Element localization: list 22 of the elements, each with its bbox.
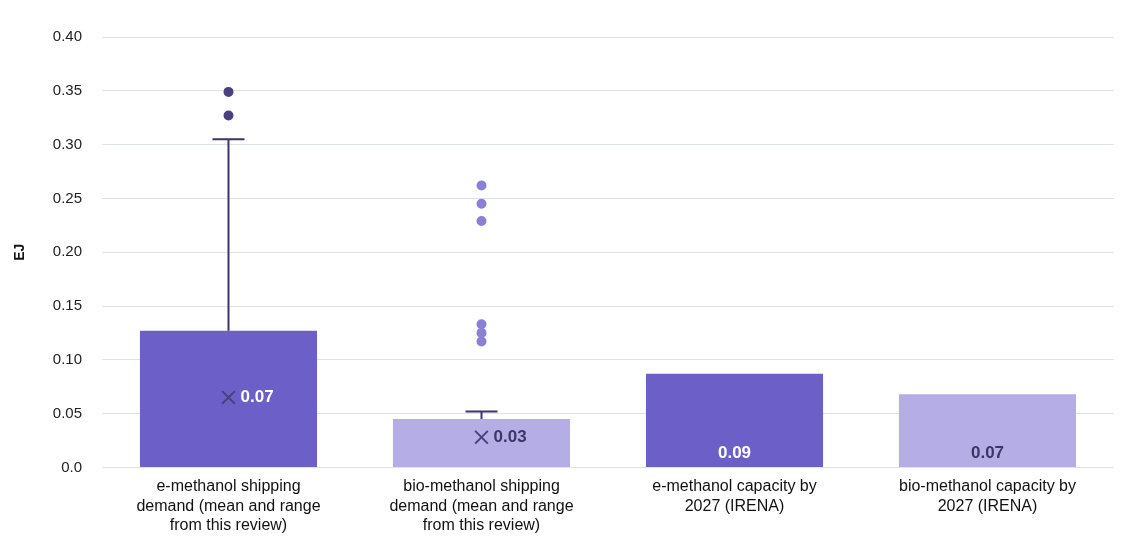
data-label: 0.07 [240,387,274,407]
y-tick-label: 0.15 [52,296,82,314]
bar [645,373,824,467]
data-label: 0.09 [717,442,752,462]
y-tick-label: 0.30 [52,134,82,152]
y-tick-label: 0.40 [52,27,82,45]
x-tick-label: bio-methanol capacity by 2027 (IRENA) [899,477,1076,514]
bar [898,394,1077,467]
y-tick-label: 0.35 [52,80,82,98]
data-label: 0.07 [970,442,1005,462]
x-tick-label: bio-methanol shipping demand (mean and range from this review) [389,477,574,533]
bar [139,330,318,467]
x-tick-label: e-methanol shipping demand (mean and range from this review) [136,477,321,533]
y-tick-label: 0.05 [52,403,82,421]
y-tick-label: 0.25 [52,188,82,206]
bar [392,418,571,467]
data-label: 0.03 [493,426,527,446]
y-tick-label: 0.10 [52,349,82,367]
x-tick-label: e-methanol capacity by 2027 (IRENA) [652,477,817,514]
y-tick-label: 0.20 [52,242,82,260]
y-axis-title: EJ [11,243,28,261]
y-tick-label: 0.0 [61,457,82,475]
